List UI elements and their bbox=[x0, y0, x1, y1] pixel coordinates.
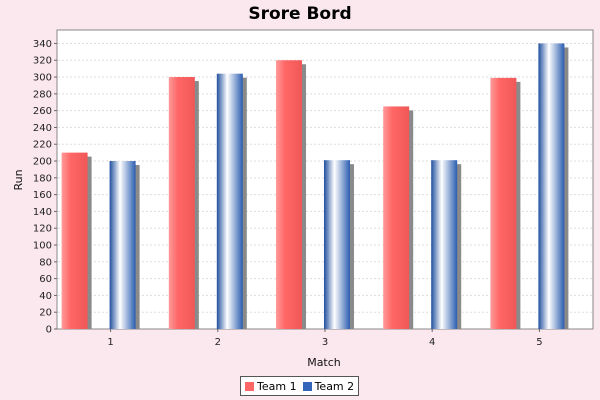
bar-team-2 bbox=[216, 73, 243, 329]
y-tick-label: 260 bbox=[33, 106, 52, 117]
y-tick-label: 100 bbox=[33, 241, 52, 252]
legend-label-team-2: Team 2 bbox=[314, 379, 355, 393]
y-tick-label: 280 bbox=[33, 89, 52, 100]
y-tick-label: 60 bbox=[39, 274, 52, 285]
y-tick-label: 160 bbox=[33, 190, 52, 201]
x-tick-label: 3 bbox=[322, 337, 328, 348]
bar-team-1 bbox=[61, 152, 88, 329]
y-tick-label: 220 bbox=[33, 140, 52, 151]
chart-title: Srore Bord bbox=[248, 4, 352, 24]
legend-swatch-team-2 bbox=[302, 381, 312, 391]
bars bbox=[61, 43, 569, 329]
bar-team-2 bbox=[109, 161, 136, 329]
y-tick-label: 40 bbox=[39, 291, 52, 302]
x-axis-title: Match bbox=[307, 356, 341, 369]
legend-swatch-team-1 bbox=[245, 381, 254, 391]
y-tick-label: 120 bbox=[33, 224, 52, 235]
bar-team-1 bbox=[276, 60, 302, 329]
y-tick-label: 140 bbox=[33, 207, 52, 218]
x-tick-label: 4 bbox=[429, 337, 435, 348]
legend: Team 1 Team 2 bbox=[240, 376, 360, 396]
x-axis-ticks: 1 2 3 4 5 bbox=[107, 329, 543, 348]
bar-team-2 bbox=[538, 43, 565, 329]
bar-team-1 bbox=[383, 106, 410, 329]
y-tick-label: 200 bbox=[33, 157, 52, 168]
y-tick-label: 240 bbox=[33, 123, 52, 134]
legend-label-team-1: Team 1 bbox=[257, 379, 297, 393]
y-axis-title: Run bbox=[12, 169, 25, 190]
y-tick-label: 320 bbox=[33, 56, 52, 67]
x-tick-label: 2 bbox=[215, 337, 221, 348]
y-tick-label: 20 bbox=[39, 308, 52, 319]
legend-item-team-2: Team 2 bbox=[302, 379, 355, 393]
y-tick-label: 300 bbox=[33, 73, 52, 84]
x-tick-label: 5 bbox=[536, 337, 542, 348]
y-tick-label: 0 bbox=[46, 325, 52, 336]
y-axis-ticks: 0 20 40 60 80 100 120 140 160 180 200 220 240 260 280 3… bbox=[33, 39, 57, 336]
bar-team-2 bbox=[431, 160, 458, 329]
legend-item-team-1: Team 1 bbox=[245, 380, 297, 393]
y-tick-label: 80 bbox=[39, 257, 52, 268]
y-tick-label: 340 bbox=[33, 39, 52, 50]
x-tick-label: 1 bbox=[107, 337, 113, 348]
bar-team-1 bbox=[168, 77, 195, 329]
y-tick-label: 180 bbox=[33, 173, 52, 184]
bar-team-2 bbox=[324, 160, 350, 329]
bar-team-1 bbox=[490, 77, 517, 329]
